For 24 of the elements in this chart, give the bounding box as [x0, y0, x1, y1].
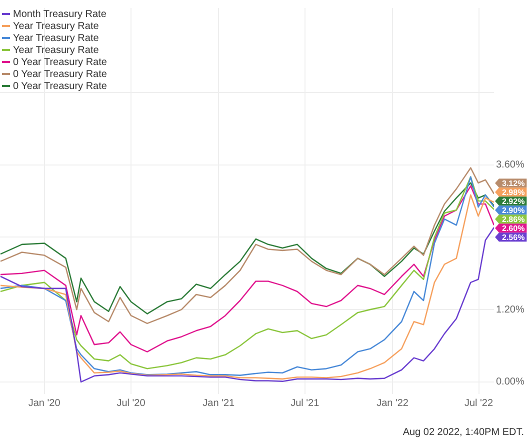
data-label: 2.86% [502, 214, 525, 224]
data-label: 2.98% [502, 188, 525, 197]
legend-label: 0 Year Treasury Rate [13, 56, 107, 68]
data-label: 2.90% [502, 206, 525, 215]
legend-label: Year Treasury Rate [13, 44, 99, 56]
data-label: 3.12% [502, 178, 525, 188]
x-tick-label: Jan '21 [202, 398, 236, 409]
text: Aug 02 2022, 1:40PM EDT. [402, 427, 524, 438]
x-tick-label: Jul '20 [116, 398, 146, 409]
legend-label: 0 Year Treasury Rate [13, 68, 107, 80]
legend-label: Year Treasury Rate [13, 20, 99, 32]
data-label: 2.92% [502, 196, 525, 206]
y-tick-label: 3.60% [496, 160, 524, 171]
x-tick-label: Jul '22 [464, 398, 494, 409]
x-tick-label: Jan '20 [28, 398, 61, 409]
x-tick-label: Jan '22 [376, 398, 409, 409]
x-tick-label: Jul '21 [290, 398, 320, 409]
legend-label: Year Treasury Rate [13, 32, 99, 44]
legend-label: 0 Year Treasury Rate [13, 80, 107, 92]
y-tick-label: 0.00% [496, 376, 524, 388]
data-label: 2.60% [502, 224, 525, 233]
legend-label: Month Treasury Rate [13, 8, 106, 20]
y-tick-label: 1.20% [496, 304, 524, 316]
data-label: 2.56% [502, 232, 525, 242]
